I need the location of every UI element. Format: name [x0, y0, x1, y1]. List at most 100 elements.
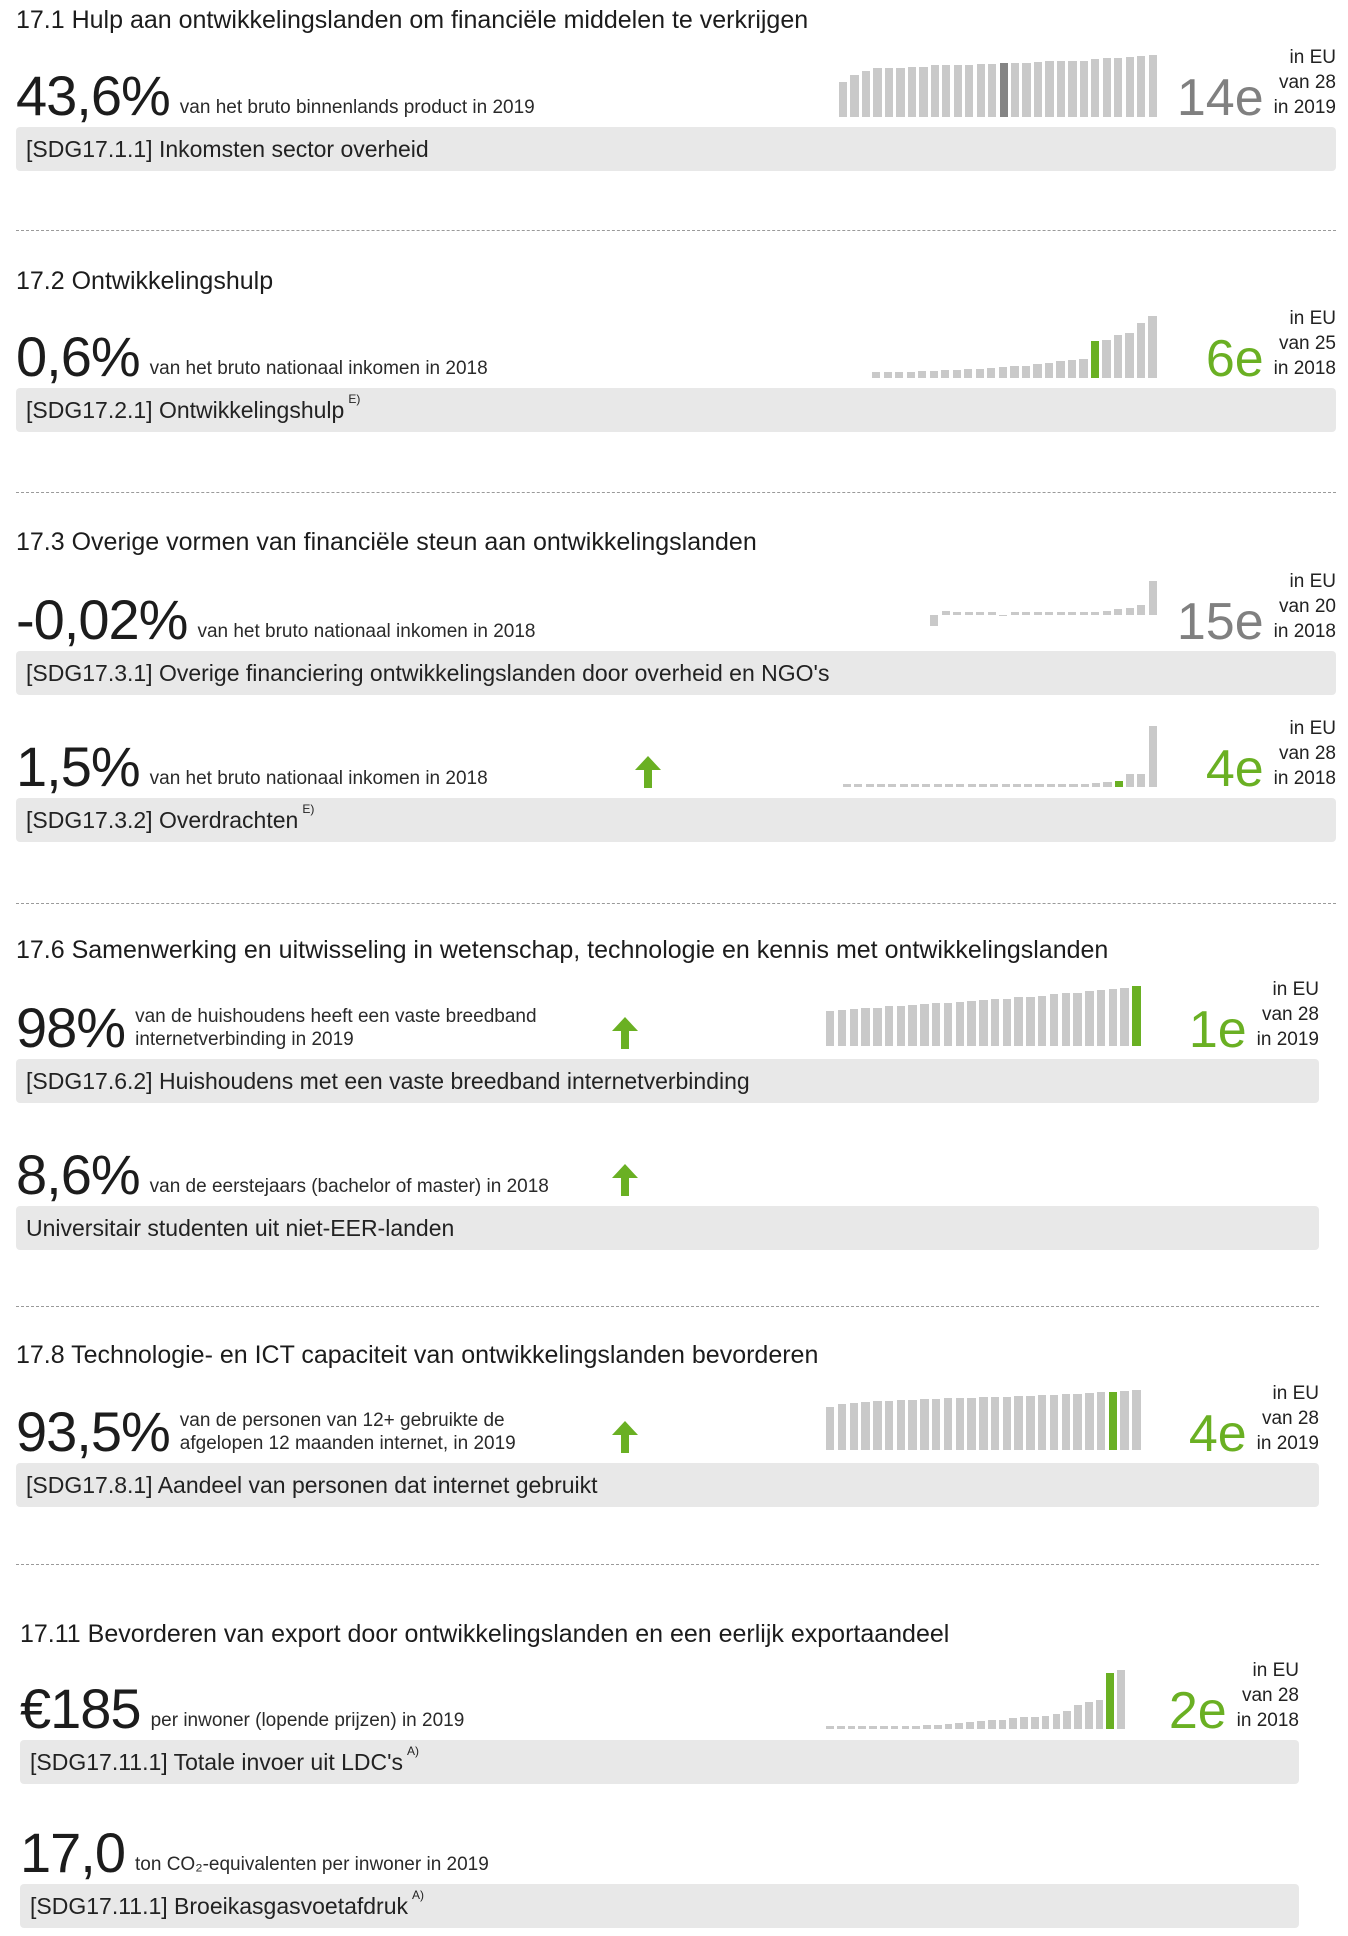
chart-bar: [873, 68, 882, 117]
indicator-description: van de eerstejaars (bachelor of master) …: [150, 1175, 549, 1200]
rank-year: in 2018: [1236, 1710, 1299, 1731]
chart-bar: [1063, 1711, 1072, 1729]
chart-bar: [1030, 1716, 1039, 1729]
chart-bar: [1033, 364, 1042, 378]
indicator-value: 93,5%: [16, 1400, 171, 1463]
rank-of: van 28: [1261, 1004, 1319, 1025]
chart-bar: [1022, 612, 1031, 615]
indicator-description: van het bruto nationaal inkomen in 2018: [197, 620, 535, 645]
eu-rank: 1e in EU van 28 in 2019: [1188, 977, 1319, 1059]
chart-bar: [847, 1726, 856, 1729]
indicator-label-box: [SDG17.8.1] Aandeel van personen dat int…: [16, 1463, 1319, 1507]
chart-bar: [1091, 612, 1100, 615]
chart-bar: [933, 784, 942, 787]
chart-bar-highlight: [1132, 986, 1141, 1046]
chart-bar: [1084, 1702, 1093, 1729]
chart-bar: [1021, 365, 1031, 378]
chart-bar: [1148, 726, 1157, 787]
section-title: 17.8 Technologie- en ICT capaciteit van …: [16, 1341, 819, 1369]
chart-bar: [930, 64, 939, 117]
chart-bar: [919, 67, 928, 117]
chart-bar: [1102, 58, 1111, 117]
chart-bar: [1038, 995, 1047, 1046]
chart-bar: [967, 1001, 976, 1046]
eu-rank: 4e in EU van 28 in 2018: [1206, 716, 1336, 795]
rank-context: in EU van 28 in 2019: [1257, 977, 1319, 1052]
indicator-value: -0,02%: [16, 588, 188, 651]
chart-bar: [1033, 612, 1042, 615]
rank-context: in EU van 20 in 2018: [1274, 569, 1336, 644]
chart-bar: [990, 999, 1000, 1046]
chart-bar: [1085, 991, 1094, 1046]
indicator-label-box: Universitair studenten uit niet-EER-land…: [16, 1206, 1319, 1250]
section-divider: [16, 1306, 1319, 1307]
chart-bar: [1056, 361, 1065, 378]
chart-bar: [1136, 323, 1146, 378]
chart-bar: [1052, 1714, 1061, 1729]
indicator-value-row: 98% van de huishoudens heeft een vaste br…: [16, 993, 537, 1056]
chart-bar-highlight: [1090, 341, 1100, 378]
eu-rank: 4e in EU van 28 in 2019: [1189, 1381, 1319, 1460]
chart-bar: [884, 1400, 894, 1450]
indicator-label-box: [SDG17.6.2] Huishoudens met een vaste br…: [16, 1059, 1319, 1103]
chart-bar: [1026, 1396, 1035, 1450]
chart-bar-highlight: [999, 63, 1008, 117]
chart-bar: [1103, 782, 1112, 787]
chart-bar: [910, 784, 920, 787]
chart-bar: [1024, 784, 1033, 787]
chart-bar: [1010, 63, 1020, 117]
chart-bar: [1001, 784, 1010, 787]
indicator-label: Universitair studenten uit niet-EER-land…: [26, 1215, 455, 1241]
indicator-value-row: 0,6% van het bruto nationaal inkomen in 2…: [16, 322, 488, 385]
indicator-value-row: 17,0 ton CO₂-equivalenten per inwoner in …: [20, 1818, 489, 1881]
chart-bar: [873, 1007, 882, 1046]
chart-bar: [1137, 605, 1146, 615]
indicator-value-row: €185 per inwoner (lopende prijzen) in 201…: [20, 1674, 464, 1737]
section-divider: [16, 492, 1336, 493]
chart-bar: [976, 612, 985, 615]
rank-year: in 2019: [1273, 97, 1336, 118]
chart-bar: [836, 1726, 845, 1729]
rank-context: in EU van 28 in 2018: [1237, 1658, 1299, 1733]
chart-bar: [967, 784, 976, 787]
chart-bar: [929, 370, 938, 378]
description-line: internetverbinding in 2019: [135, 1029, 354, 1050]
chart-bar: [930, 615, 939, 627]
chart-bar: [922, 784, 931, 787]
indicator-label-box: [SDG17.2.1] Ontwikkelingshulp E): [16, 388, 1336, 432]
description-line: van het bruto binnenlands product in 201…: [179, 97, 535, 118]
description-line: van de personen van 12+ gebruikte de: [179, 1410, 505, 1431]
chart-bar: [1010, 612, 1019, 615]
indicator-value-row: 8,6% van de eerstejaars (bachelor of mast…: [16, 1140, 549, 1203]
description-line: van de huishoudens heeft een vaste breed…: [135, 1006, 537, 1027]
chart-bar: [839, 82, 848, 117]
chart-bar: [932, 1003, 941, 1046]
chart-bar: [861, 71, 871, 117]
chart-bar: [896, 1005, 906, 1046]
chart-bar: [896, 68, 905, 117]
indicator-description: van het bruto nationaal inkomen in 2018: [150, 357, 488, 382]
chart-bar: [1046, 784, 1055, 787]
indicator-description: van de huishoudens heeft een vaste breed…: [135, 1005, 536, 1053]
chart-bar: [1061, 993, 1071, 1046]
chart-bar: [1114, 609, 1123, 615]
chart-bar: [1044, 363, 1054, 378]
chart-bar: [1148, 316, 1157, 378]
chart-bar: [1120, 988, 1129, 1046]
chart-bar: [964, 612, 973, 615]
indicator-value-row: 1,5% van het bruto nationaal inkomen in 2…: [16, 732, 488, 795]
chart-bar: [854, 784, 863, 787]
chart-bar: [1049, 994, 1059, 1046]
rank-context: in EU van 28 in 2019: [1257, 1381, 1319, 1456]
chart-bar: [1009, 1718, 1018, 1729]
chart-bar: [920, 1004, 929, 1046]
rank-number: 1e: [1188, 1001, 1247, 1059]
chart-bar: [1079, 358, 1088, 378]
section-divider: [16, 903, 1336, 904]
chart-bar: [865, 784, 874, 787]
chart-bar: [850, 75, 859, 117]
eu-rank: 15e in EU van 20 in 2018: [1177, 569, 1336, 648]
chart-bar: [1061, 1394, 1071, 1450]
description-line: van het bruto nationaal inkomen in 2018: [149, 768, 488, 789]
chart-bar: [1125, 333, 1134, 378]
